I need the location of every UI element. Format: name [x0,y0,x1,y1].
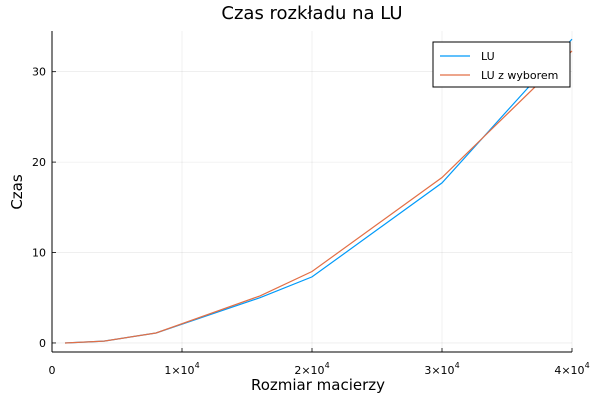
chart-title: Czas rozkładu na LU [221,3,402,24]
y-tick-label-2: 20 [32,156,46,169]
y-axis-label: Czas [8,174,26,210]
x-tick-label-1: 1×104 [164,361,199,377]
x-tick-label-0: 0 [49,364,56,377]
legend-label-0: LU [481,50,495,63]
x-tick-label-3: 3×104 [424,361,459,377]
legend-box [432,41,571,88]
x-tick-label-2: 2×104 [294,361,329,377]
x-axis-label: Rozmiar macierzy [251,376,385,394]
series-line-1 [64,50,573,344]
y-tick-label-3: 30 [32,66,46,79]
y-tick-label-1: 10 [32,247,46,260]
y-tick-label-0: 0 [39,337,46,350]
legend-label-1: LU z wyborem [481,69,558,82]
x-tick-label-4: 4×104 [554,361,589,377]
plot-area: 0 1×104 2×104 3×104 4×104 0 10 20 30 LU LU z wybor… [32,31,590,377]
